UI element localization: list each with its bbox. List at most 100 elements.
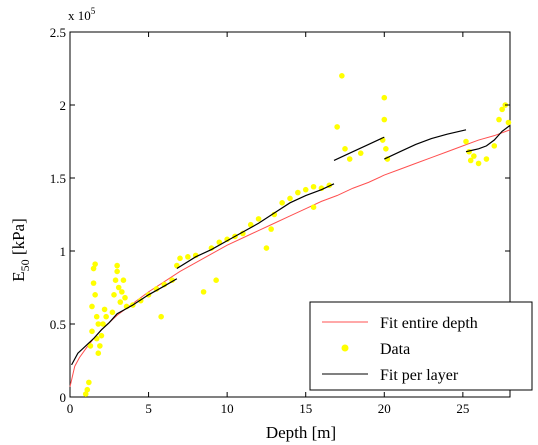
data-point	[92, 261, 98, 267]
data-point	[310, 183, 317, 190]
data-point	[86, 379, 92, 386]
y-axis-exponent: x 105	[68, 6, 96, 23]
data-point	[90, 265, 97, 272]
x-tick-label: 25	[456, 401, 469, 416]
data-point	[103, 313, 109, 320]
y-tick-label: 1	[60, 244, 67, 259]
data-point	[95, 350, 102, 357]
data-point	[122, 294, 128, 301]
y-axis-title-main: E	[9, 271, 28, 281]
data-point	[471, 153, 477, 159]
y-exponent-base: x 10	[68, 8, 91, 23]
data-point	[119, 289, 125, 295]
data-point	[98, 332, 105, 339]
data-point	[177, 255, 183, 262]
data-point	[339, 73, 345, 79]
data-point	[117, 299, 124, 305]
data-point	[89, 303, 95, 310]
x-tick-label: 20	[378, 401, 391, 416]
data-point	[95, 321, 102, 327]
data-point	[268, 226, 274, 232]
y-axis-title-unit: [kPa]	[9, 218, 28, 259]
data-point	[295, 189, 301, 196]
data-point	[161, 281, 168, 288]
series-data	[82, 73, 512, 397]
axis-ticks: 0 5 10 15 20 25 0 0.5 1 1.5 2 2.5	[50, 25, 510, 416]
data-point	[158, 313, 164, 320]
data-point	[287, 195, 293, 202]
data-point	[213, 277, 219, 284]
x-tick-label: 10	[221, 401, 234, 416]
y-tick-label: 1.5	[50, 171, 66, 186]
data-point	[467, 157, 474, 164]
data-point	[87, 343, 94, 349]
y-axis-title-subscript: 50	[18, 259, 32, 271]
data-point	[279, 200, 285, 206]
data-point	[346, 156, 353, 162]
y-axis-title: E50 [kPa]	[9, 218, 32, 281]
data-point	[89, 328, 95, 335]
legend: Fit entire depth Data Fit per layer	[309, 301, 533, 391]
data-point	[84, 386, 91, 393]
data-point	[357, 150, 364, 156]
x-tick-label: 15	[299, 401, 312, 416]
fit-per-layer-segment	[465, 124, 511, 153]
data-point	[200, 289, 207, 295]
fit-per-layer-segment	[384, 129, 467, 160]
data-point	[491, 143, 498, 149]
y-tick-label: 2	[60, 98, 67, 113]
data-point	[505, 119, 512, 126]
x-tick-label: 0	[67, 401, 74, 416]
y-exponent-power: 5	[91, 6, 96, 16]
data-point	[185, 254, 191, 260]
data-point	[334, 124, 340, 130]
data-point	[499, 106, 505, 113]
data-point	[93, 313, 100, 320]
x-axis-title: Depth [m]	[266, 423, 336, 442]
data-point	[115, 284, 122, 291]
data-point	[208, 245, 215, 251]
data-point	[302, 186, 309, 193]
data-point	[271, 211, 278, 218]
data-point	[240, 230, 246, 237]
data-point	[263, 245, 270, 251]
data-point	[475, 160, 482, 167]
data-point	[383, 146, 389, 152]
legend-label-fit-per-layer: Fit per layer	[380, 367, 459, 384]
data-point	[496, 116, 502, 123]
data-point	[310, 204, 317, 210]
data-point	[111, 292, 117, 298]
fit-per-layer-segment	[71, 278, 178, 366]
series-fit-per-layer	[71, 124, 511, 366]
legend-label-data: Data	[380, 341, 410, 358]
data-point	[247, 221, 254, 228]
data-point	[224, 236, 230, 243]
y-tick-label: 2.5	[50, 25, 66, 40]
x-tick-label: 5	[145, 401, 152, 416]
fit-per-layer-segment	[176, 183, 335, 270]
y-tick-label: 0	[60, 390, 67, 405]
data-point	[97, 343, 103, 349]
data-point	[109, 309, 116, 316]
data-point	[342, 146, 348, 152]
data-point	[101, 306, 108, 313]
data-point	[82, 391, 89, 397]
data-point	[120, 277, 127, 284]
fit-per-layer-segment	[333, 136, 385, 162]
data-point	[100, 321, 106, 327]
data-point	[112, 277, 119, 284]
data-point	[153, 286, 160, 292]
legend-swatch-data	[341, 344, 349, 352]
data-point	[483, 156, 490, 162]
data-point	[216, 239, 223, 246]
data-point	[90, 280, 97, 286]
data-point	[114, 268, 120, 275]
data-point	[463, 138, 469, 145]
data-point	[92, 292, 98, 298]
data-point	[381, 116, 388, 123]
data-point	[381, 94, 388, 101]
legend-label-fit-entire-depth: Fit entire depth	[380, 315, 478, 332]
data-point	[255, 216, 262, 222]
y-tick-label: 0.5	[50, 317, 66, 332]
